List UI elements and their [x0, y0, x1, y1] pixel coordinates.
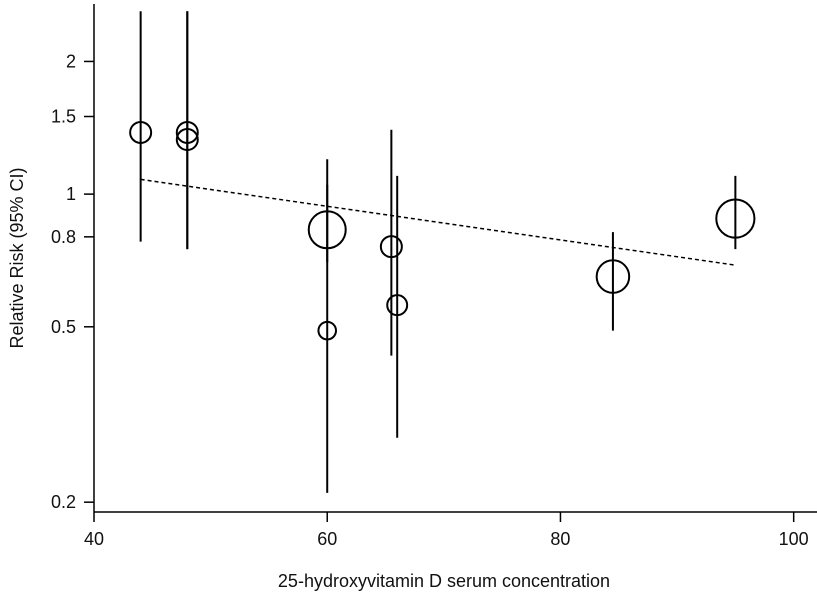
- data-point: [317, 184, 338, 493]
- y-tick-label: 1: [66, 184, 76, 204]
- y-axis-ticks: 0.2 0.5 0.8 1 1.5 2: [51, 51, 94, 512]
- y-axis-title: Relative Risk (95% CI): [7, 167, 27, 348]
- data-point: [379, 129, 403, 356]
- point-marker: [175, 128, 199, 152]
- x-axis-title: 25-hydroxyvitamin D serum concentration: [278, 571, 610, 591]
- data-point: [386, 175, 409, 438]
- x-tick-label: 40: [84, 529, 104, 549]
- data-point: [715, 175, 756, 250]
- y-tick-label: 1.5: [51, 107, 76, 127]
- data-points: [129, 11, 756, 493]
- point-marker: [715, 198, 756, 239]
- y-tick-label: 0.2: [51, 492, 76, 512]
- data-point: [129, 11, 153, 242]
- point-marker: [386, 294, 409, 317]
- trend-line: [140, 178, 736, 266]
- trend-line-group: [140, 178, 736, 266]
- point-marker: [129, 120, 153, 144]
- point-marker: [379, 235, 403, 259]
- x-tick-label: 100: [779, 529, 809, 549]
- y-tick-label: 0.8: [51, 227, 76, 247]
- y-tick-label: 2: [66, 51, 76, 71]
- x-tick-label: 80: [550, 529, 570, 549]
- point-marker: [317, 320, 338, 341]
- data-point: [595, 232, 631, 331]
- x-axis-ticks: 40 60 80 100: [84, 512, 809, 549]
- point-marker: [595, 259, 631, 294]
- data-point: [175, 11, 199, 250]
- x-tick-label: 60: [317, 529, 337, 549]
- y-tick-label: 0.5: [51, 317, 76, 337]
